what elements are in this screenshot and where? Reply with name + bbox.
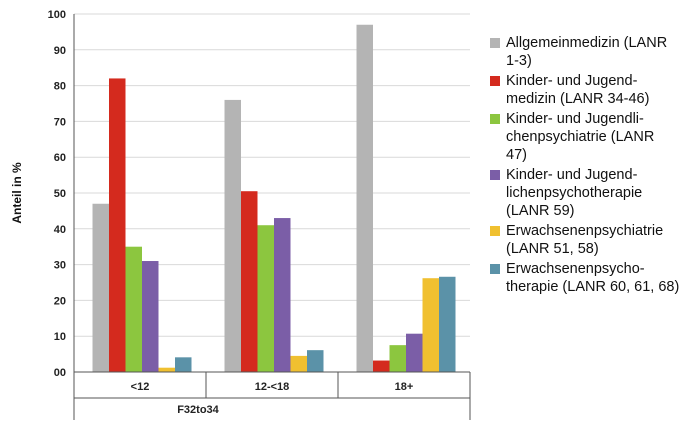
y-tick-label: 100 (48, 9, 66, 21)
category-labels: <12 12-<18 18+ (131, 381, 414, 393)
y-axis-title: Anteil in % (10, 162, 24, 224)
bar (307, 350, 324, 372)
legend-swatch (490, 38, 500, 48)
bar (274, 218, 291, 372)
legend-item: Allgemeinmedizin (LANR 1-3) (490, 34, 685, 70)
legend-item: Erwachsenenpsychiatrie (LANR 51, 58) (490, 222, 685, 258)
y-tick-label: 60 (54, 152, 66, 164)
legend: Allgemeinmedizin (LANR 1-3) Kinder- und J… (490, 34, 685, 298)
legend-item: Kinder- und Jugend- lichenpsychotherapie… (490, 166, 685, 220)
x-tick-label: 18+ (395, 381, 414, 393)
bar (175, 357, 192, 372)
legend-swatch (490, 226, 500, 236)
x-tick-label: <12 (131, 381, 150, 393)
y-axis-ticks: 00 10 20 30 40 50 60 70 80 90 100 (48, 9, 66, 379)
y-tick-label: 10 (54, 331, 66, 343)
y-tick-label: 90 (54, 45, 66, 57)
bar (125, 246, 142, 372)
bar (109, 78, 126, 372)
bar (92, 203, 109, 372)
legend-swatch (490, 114, 500, 124)
bar (356, 24, 373, 373)
bar (142, 261, 159, 372)
bar (373, 360, 390, 372)
y-tick-label: 50 (54, 188, 66, 200)
legend-label: Kinder- und Jugend- lichenpsychotherapie… (506, 167, 643, 219)
bar (290, 355, 307, 372)
x-tick-label: 12-<18 (255, 381, 290, 393)
bar (158, 367, 175, 372)
legend-label: Allgemeinmedizin (LANR 1-3) (506, 35, 668, 69)
x-axis-title: F32to34 (177, 404, 219, 416)
bar (389, 345, 406, 372)
bars (92, 24, 456, 373)
bar (224, 99, 241, 373)
y-tick-label: 30 (54, 260, 66, 272)
legend-swatch (490, 76, 500, 86)
y-tick-label: 00 (54, 367, 66, 379)
bar (241, 191, 258, 372)
y-tick-label: 40 (54, 224, 66, 236)
y-tick-label: 70 (54, 116, 66, 128)
legend-label: Erwachsenenpsycho- therapie (LANR 60, 61… (506, 261, 680, 295)
bar (257, 225, 274, 372)
legend-item: Erwachsenenpsycho- therapie (LANR 60, 61… (490, 260, 685, 296)
y-tick-label: 20 (54, 295, 66, 307)
legend-label: Erwachsenenpsychiatrie (LANR 51, 58) (506, 223, 664, 257)
legend-swatch (490, 170, 500, 180)
legend-swatch (490, 264, 500, 274)
axes (73, 14, 471, 420)
bar (439, 276, 456, 372)
legend-item: Kinder- und Jugendli- chenpsychiatrie (L… (490, 110, 685, 164)
legend-label: Kinder- und Jugendli- chenpsychiatrie (L… (506, 111, 655, 163)
bar (422, 278, 439, 372)
bar-chart: 00 10 20 30 40 50 60 70 80 90 100 <12 12-<18 18+ Ant… (10, 9, 471, 420)
legend-label: Kinder- und Jugend- medizin (LANR 34-46) (506, 73, 650, 107)
legend-item: Kinder- und Jugend- medizin (LANR 34-46) (490, 72, 685, 108)
bar (406, 333, 423, 372)
y-tick-label: 80 (54, 81, 66, 93)
